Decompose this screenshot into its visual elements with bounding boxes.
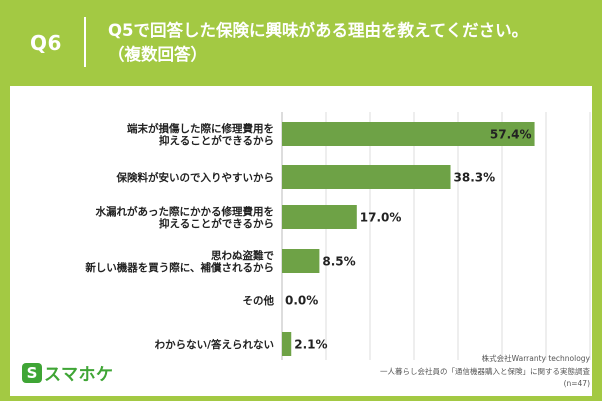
- category-label: わからない/答えられない: [155, 338, 274, 351]
- header-divider: [84, 17, 86, 67]
- category-label: その他: [243, 294, 275, 307]
- question-title: Q5で回答した保険に興味がある理由を教えてください。: [108, 21, 529, 40]
- data-label: 8.5%: [322, 255, 355, 269]
- category-label: 抑えることができるから: [159, 217, 274, 230]
- data-label: 2.1%: [294, 338, 327, 352]
- bar: [282, 165, 451, 189]
- category-label: 新しい機器を買う際に、補償されるから: [85, 261, 274, 274]
- category-label: 抑えることができるから: [159, 134, 274, 147]
- data-label: 38.3%: [454, 171, 496, 185]
- logo-mark: S: [22, 362, 42, 383]
- bar: [282, 122, 535, 146]
- sample-size: (n=47): [563, 379, 590, 388]
- category-label: 保険料が安いので入りやすいから: [116, 171, 275, 184]
- bar: [282, 205, 357, 229]
- data-label: 17.0%: [360, 211, 402, 225]
- data-label: 0.0%: [285, 294, 318, 308]
- logo-text: スマホケ: [44, 365, 114, 385]
- logo: S スマホケ: [22, 360, 114, 385]
- category-label: 思わぬ盗難で: [211, 249, 274, 262]
- source-company: 株式会社Warranty technology: [481, 354, 590, 363]
- question-subtitle: （複数回答）: [108, 45, 207, 64]
- bar: [282, 332, 292, 356]
- data-label: 57.4%: [490, 128, 532, 142]
- question-number: Q6: [30, 31, 62, 55]
- category-label: 水漏れがあった際にかかる修理費用を: [95, 205, 275, 218]
- category-label: 端末が損傷した際に修理費用を: [127, 122, 274, 135]
- bar: [282, 249, 320, 273]
- header: Q6 Q5で回答した保険に興味がある理由を教えてください。 （複数回答）: [0, 0, 602, 84]
- source-survey: 一人暮らし会社員の「通信機器購入と保険」に関する実態調査: [380, 367, 590, 376]
